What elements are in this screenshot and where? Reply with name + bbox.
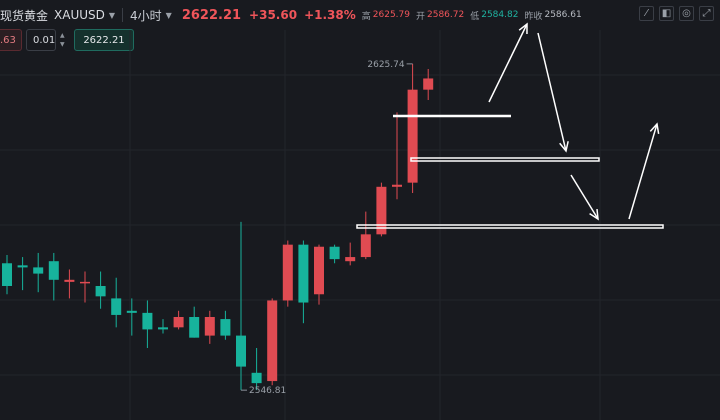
candle-body [298, 244, 309, 303]
arrow-head [649, 122, 660, 134]
symbol-header: 现货黄金 XAUUSD ▼ 4小时 ▼ 2622.21 +35.60 +1.38… [0, 0, 720, 30]
drawing-annotations [356, 22, 664, 229]
candle-body [80, 281, 90, 284]
sell-price: .63 [0, 34, 16, 46]
candle-body [360, 234, 371, 258]
quantity-input[interactable]: 0.01 [26, 29, 56, 51]
candle-body [314, 246, 324, 295]
candle-body [220, 319, 231, 336]
candle-body [142, 312, 153, 330]
candle-body [329, 246, 340, 260]
timeframe-selector[interactable]: 4小时 [130, 8, 162, 23]
candle-body [173, 317, 184, 328]
sell-button[interactable]: .63 [0, 29, 22, 51]
candle-body [189, 317, 200, 338]
arrow-shaft [570, 174, 599, 220]
arrow-shaft [488, 23, 528, 103]
stepper-up-icon[interactable]: ▲ [60, 32, 65, 39]
indicator-icon[interactable]: ⁄ [639, 6, 654, 21]
support-line [410, 157, 600, 162]
open-value: 2586.72 [427, 10, 465, 20]
price-change: +35.60 [249, 8, 298, 22]
candle-body [111, 298, 122, 315]
chevron-down-icon[interactable]: ▼ [165, 10, 172, 20]
low-value: 2584.82 [481, 10, 519, 20]
candle-body [95, 286, 106, 297]
arrow-shaft [537, 32, 567, 152]
candle-body [376, 186, 387, 235]
price-change-percent: +1.38% [304, 8, 356, 22]
candle-body [158, 327, 168, 330]
high-value: 2625.79 [372, 10, 410, 20]
candle-body [282, 244, 293, 301]
candle-body [407, 89, 418, 183]
candle-body [423, 78, 434, 90]
arrow-head [559, 141, 569, 153]
candle-body [48, 261, 59, 280]
instrument-name: 现货黄金 [0, 8, 49, 23]
quantity-value: 0.01 [33, 34, 56, 46]
chevron-down-icon[interactable]: ▼ [108, 10, 116, 20]
prev-close-value: 2586.61 [544, 10, 582, 20]
chart-toolbar: ⁄ ◧ ◎ ⤢ [639, 6, 714, 21]
support-line [356, 224, 664, 229]
symbol-selector[interactable]: XAUUSD [54, 8, 105, 22]
chart-type-icon[interactable]: ◧ [659, 6, 674, 21]
fullscreen-icon[interactable]: ⤢ [699, 6, 714, 21]
high-label: 高 [361, 11, 371, 22]
arrow-head [589, 208, 599, 221]
stepper-down-icon[interactable]: ▼ [60, 41, 65, 48]
arrow-shaft [628, 123, 658, 220]
candle-body [345, 257, 356, 262]
max-price-label: 2625.74 [367, 60, 404, 70]
low-label: 低 [470, 11, 480, 22]
candle-body [17, 265, 28, 268]
current-price: 2622.21 [181, 7, 242, 23]
buy-button[interactable]: 2622.21 [74, 29, 134, 51]
candle-body [126, 310, 137, 313]
buy-price: 2622.21 [83, 34, 125, 46]
candle-body [236, 335, 246, 367]
candle-body [204, 317, 215, 336]
min-price-label: 2546.81 [249, 386, 286, 396]
candle-body [33, 267, 44, 274]
candle-body [267, 300, 278, 382]
quick-order-bar: .63 0.01 ▲ ▼ 2622.21 [0, 28, 134, 52]
price-labels: 2625.74 2546.81 [241, 60, 413, 396]
arrow-head [518, 22, 528, 35]
prev-close-label: 昨收 [524, 11, 543, 22]
screenshot-icon[interactable]: ◎ [679, 6, 694, 21]
open-label: 开 [415, 11, 425, 22]
candles [2, 63, 434, 391]
quantity-stepper[interactable]: ▲ ▼ [60, 31, 70, 49]
candle-body [2, 263, 12, 286]
candle-body [64, 279, 75, 282]
candle-body [251, 372, 262, 384]
candle-body [392, 184, 402, 187]
divider [122, 8, 124, 22]
